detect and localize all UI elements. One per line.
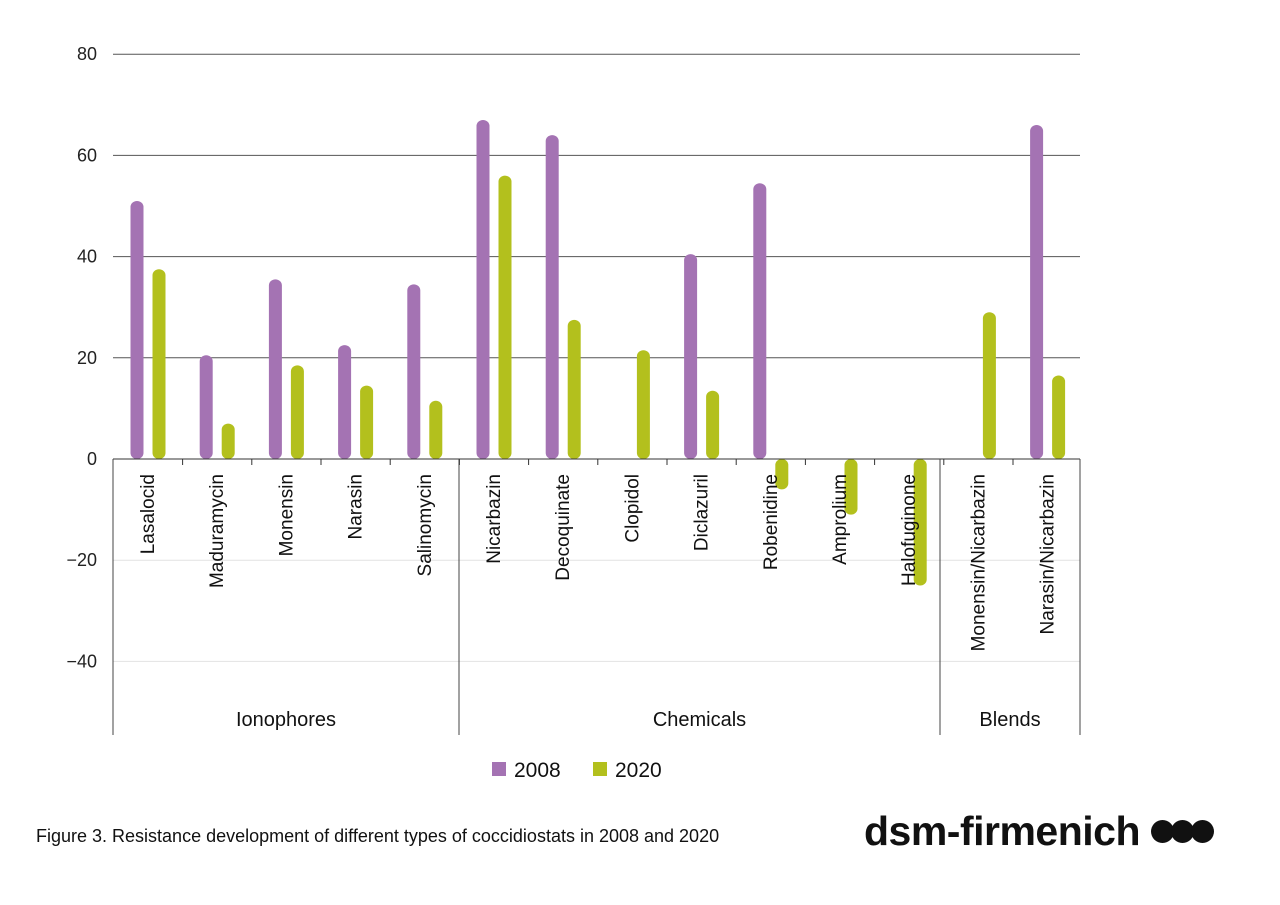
y-tick-label: 0 [87, 449, 97, 469]
legend-label: 2008 [514, 759, 561, 782]
bar-2020-monensin [290, 365, 304, 459]
category-label: Lasalocid [138, 474, 159, 554]
bar-2008-decoquinate [545, 135, 559, 459]
y-tick-label: 60 [77, 145, 97, 165]
bar-2008-nicarbazin [476, 119, 490, 459]
bar-2020-robenidine [775, 459, 789, 490]
category-label: Salinomycin [415, 474, 436, 576]
category-label: Clopidol [622, 474, 643, 543]
bar-2020-nicarbazin [498, 175, 512, 459]
y-tick-label: 20 [77, 348, 97, 368]
y-tick-label: 40 [77, 247, 97, 267]
y-tick-label: 80 [77, 44, 97, 64]
group-label: Chemicals [653, 709, 746, 731]
bar-2020-halofuginone [913, 459, 927, 586]
brand-logo: dsm-firmenich [864, 808, 1214, 855]
bar-2020-monensin-nicarbazin [982, 312, 996, 459]
figure-caption: Figure 3. Resistance development of diff… [36, 826, 720, 846]
bar-2008-monensin [268, 279, 282, 459]
bar-2008-narasin-nicarbazin [1030, 125, 1044, 459]
legend: 2008 2020 [492, 759, 662, 782]
brand-wordmark: dsm-firmenich [864, 808, 1141, 854]
category-label: Narasin/Nicarbazin [1038, 474, 1059, 635]
bar-2020-decoquinate [567, 319, 581, 459]
bar-2020-narasin-nicarbazin [1052, 375, 1066, 459]
bar-2008-salinomycin [407, 284, 421, 459]
group-label: Ionophores [236, 709, 336, 731]
y-axis-tick-labels: 80 60 40 20 0 −20 −40 [66, 44, 97, 671]
category-label: Nicarbazin [484, 474, 505, 564]
category-label: Halofuginone [899, 474, 920, 586]
category-label: Monensin [276, 474, 297, 556]
bar-2008-narasin [338, 345, 352, 459]
bar-2008-diclazuril [684, 254, 698, 459]
category-label: Monensin/Nicarbazin [968, 474, 989, 651]
legend-swatch [593, 762, 607, 776]
category-label: Amprolium [830, 474, 851, 565]
bar-2020-narasin [360, 385, 374, 459]
brand-dots-icon [1151, 820, 1214, 843]
bar-2020-clopidol [636, 350, 650, 459]
category-label: Decoquinate [553, 474, 574, 581]
bar-2020-diclazuril [706, 390, 720, 459]
bar-2020-lasalocid [152, 269, 166, 459]
gridlines [113, 53, 1080, 662]
group-label: Blends [979, 709, 1040, 731]
category-label: Robenidine [761, 474, 782, 570]
bar-2008-robenidine [753, 183, 767, 460]
legend-swatch [492, 762, 506, 776]
bar-2020-maduramycin [221, 423, 235, 459]
x-axis [112, 458, 1081, 735]
category-label: Diclazuril [692, 474, 713, 551]
y-tick-label: −20 [66, 550, 97, 570]
category-label: Narasin [346, 474, 367, 539]
bar-2020-salinomycin [429, 400, 443, 459]
legend-label: 2020 [615, 759, 662, 782]
bar-2008-maduramycin [199, 355, 213, 459]
category-labels: Lasalocid Maduramycin Monensin Narasin Salin… [138, 474, 1059, 651]
y-tick-label: −40 [66, 651, 97, 671]
category-label: Maduramycin [207, 474, 228, 588]
bar-2008-lasalocid [130, 200, 144, 459]
group-labels: Ionophores Chemicals Blends [236, 709, 1041, 731]
bar-2020-amprolium [844, 459, 858, 515]
chart: 80 60 40 20 0 −20 −40 Lasalocid Maduramycin Mone… [66, 44, 1081, 782]
bars [130, 119, 1066, 586]
